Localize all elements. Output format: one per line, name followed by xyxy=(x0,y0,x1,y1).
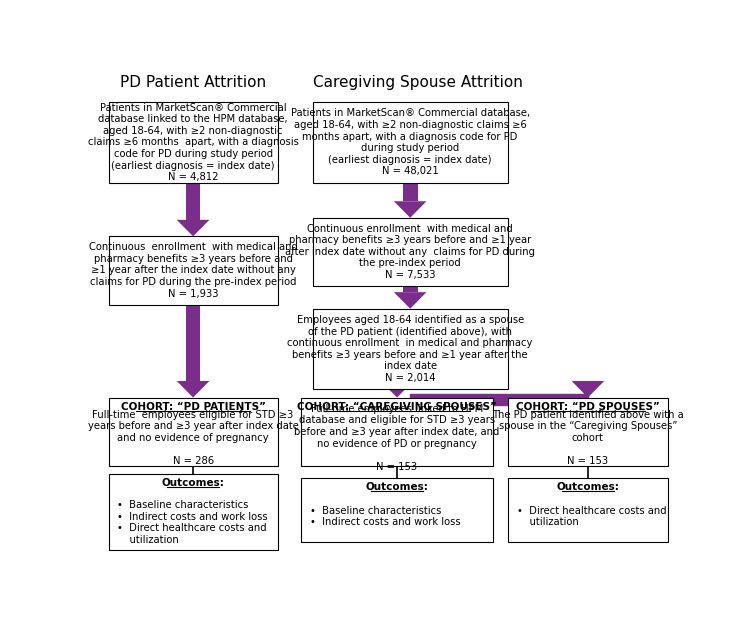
Bar xyxy=(403,183,417,201)
Polygon shape xyxy=(572,381,605,397)
FancyBboxPatch shape xyxy=(108,397,277,466)
FancyBboxPatch shape xyxy=(313,102,508,183)
Text: •  Baseline characteristics
•  Indirect costs and work loss
•  Direct healthcare: • Baseline characteristics • Indirect co… xyxy=(117,500,268,545)
Polygon shape xyxy=(381,381,414,397)
Text: Employees aged 18-64 identified as a spouse
of the PD patient (identified above): Employees aged 18-64 identified as a spo… xyxy=(287,315,533,383)
FancyBboxPatch shape xyxy=(301,397,493,466)
Text: Caregiving Spouse Attrition: Caregiving Spouse Attrition xyxy=(313,75,523,90)
Text: Full-time employees linked to HPM
database and eligible for STD ≥3 years
before : Full-time employees linked to HPM databa… xyxy=(294,404,500,472)
Text: Full-time  employees eligible for STD ≥3
years before and ≥3 year after index da: Full-time employees eligible for STD ≥3 … xyxy=(88,410,299,466)
Text: COHORT: “CAREGIVING SPOUSES”: COHORT: “CAREGIVING SPOUSES” xyxy=(297,402,497,412)
Text: Continuous  enrollment  with medical and
pharmacy benefits ≥3 years before and
≥: Continuous enrollment with medical and p… xyxy=(89,242,298,299)
Text: The PD patient identified above with a
spouse in the “Caregiving Spouses”
cohort: The PD patient identified above with a s… xyxy=(492,410,684,466)
FancyBboxPatch shape xyxy=(313,218,508,286)
FancyBboxPatch shape xyxy=(108,474,277,551)
Polygon shape xyxy=(177,220,209,236)
Bar xyxy=(186,183,201,220)
Text: •  Direct healthcare costs and
    utilization: • Direct healthcare costs and utilizatio… xyxy=(517,506,666,527)
FancyBboxPatch shape xyxy=(508,478,668,542)
Text: Outcomes:: Outcomes: xyxy=(365,482,429,492)
Text: COHORT: “PD PATIENTS”: COHORT: “PD PATIENTS” xyxy=(120,402,265,412)
FancyBboxPatch shape xyxy=(108,102,277,183)
Bar xyxy=(403,286,417,292)
Polygon shape xyxy=(394,201,426,218)
FancyBboxPatch shape xyxy=(301,478,493,542)
Text: •  Baseline characteristics
•  Indirect costs and work loss: • Baseline characteristics • Indirect co… xyxy=(310,506,460,527)
Text: PD Patient Attrition: PD Patient Attrition xyxy=(120,75,266,90)
Text: COHORT: “PD SPOUSES”: COHORT: “PD SPOUSES” xyxy=(516,402,660,412)
Text: Patients in MarketScan® Commercial database,
aged 18-64, with ≥2 non-diagnostic : Patients in MarketScan® Commercial datab… xyxy=(290,108,529,176)
FancyBboxPatch shape xyxy=(508,397,668,466)
Text: Patients in MarketScan® Commercial
database linked to the HPM database,
aged 18-: Patients in MarketScan® Commercial datab… xyxy=(88,102,299,182)
Bar xyxy=(186,305,201,381)
Polygon shape xyxy=(177,381,209,397)
Text: Continuous enrollment  with medical and
pharmacy benefits ≥3 years before and ≥1: Continuous enrollment with medical and p… xyxy=(285,223,535,280)
Text: Outcomes:: Outcomes: xyxy=(556,482,620,492)
FancyBboxPatch shape xyxy=(108,236,277,305)
Text: Outcomes:: Outcomes: xyxy=(162,478,225,488)
Polygon shape xyxy=(394,292,426,308)
FancyBboxPatch shape xyxy=(313,308,508,389)
